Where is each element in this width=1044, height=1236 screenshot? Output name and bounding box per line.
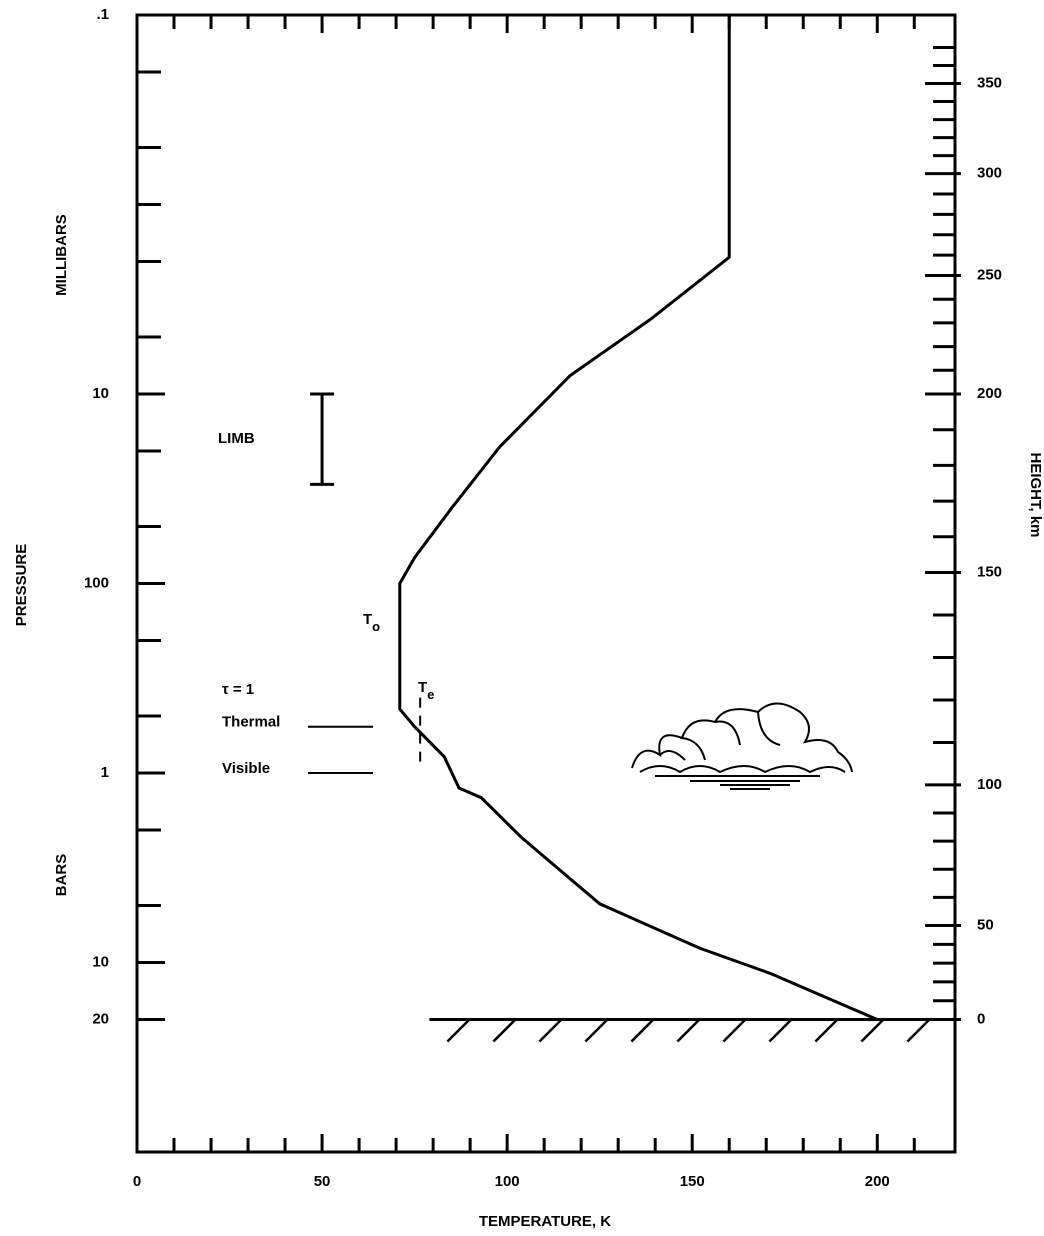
y2-tick-label: 150 — [977, 563, 1002, 580]
y2-tick-label: 250 — [977, 266, 1002, 283]
y2-tick-label: 100 — [977, 776, 1002, 793]
y2-tick-label: 200 — [977, 385, 1002, 402]
y-tick-label: 100 — [84, 574, 109, 591]
y-label-upper: MILLIBARS — [53, 214, 70, 296]
y-label: PRESSURE — [13, 544, 30, 627]
cloud — [631, 702, 853, 790]
y-tick-label: 1 — [101, 764, 109, 781]
thermal-label: Thermal — [222, 714, 280, 731]
x-tick-label: 50 — [314, 1173, 331, 1190]
surface-hatch — [492, 1018, 517, 1043]
plot-frame — [135, 13, 957, 1154]
annotation-text: T — [418, 679, 427, 696]
y-tick-label: 10 — [92, 953, 109, 970]
surface-hatch — [768, 1018, 793, 1043]
temperature-profile — [398, 15, 878, 1021]
y-tick-label: .1 — [96, 6, 109, 23]
y2-tick-label: 50 — [977, 916, 994, 933]
surface-hatch — [538, 1018, 563, 1043]
surface-hatch — [584, 1018, 609, 1043]
y-tick-label: 20 — [92, 1011, 109, 1028]
surface-hatch — [860, 1018, 885, 1043]
tau-label: τ = 1 — [222, 681, 254, 698]
annotation-sub: o — [372, 619, 380, 634]
annotation-sub: e — [427, 687, 434, 702]
x-tick-label: 200 — [865, 1173, 890, 1190]
surface-hatch — [722, 1018, 747, 1043]
visible-label: Visible — [222, 760, 270, 777]
y2-tick-label: 300 — [977, 165, 1002, 182]
x-tick-label: 150 — [680, 1173, 705, 1190]
annotation: To — [363, 611, 380, 634]
x-label: TEMPERATURE, K — [479, 1213, 611, 1230]
surface-hatch — [906, 1018, 931, 1043]
x-tick-label: 100 — [495, 1173, 520, 1190]
annotation: Te — [418, 679, 434, 702]
limb-label: LIMB — [218, 430, 255, 447]
x-tick-label: 0 — [133, 1173, 141, 1190]
annotation-text: T — [363, 611, 372, 628]
surface-hatch — [630, 1018, 655, 1043]
surface-hatch — [446, 1018, 471, 1043]
y2-label: HEIGHT, km — [1027, 452, 1044, 537]
surface-hatch — [676, 1018, 701, 1043]
y-label-lower: BARS — [53, 854, 70, 897]
y-tick-label: 10 — [92, 385, 109, 402]
y2-tick-label: 350 — [977, 75, 1002, 92]
y2-tick-label: 0 — [977, 1011, 985, 1028]
surface-hatch — [814, 1018, 839, 1043]
